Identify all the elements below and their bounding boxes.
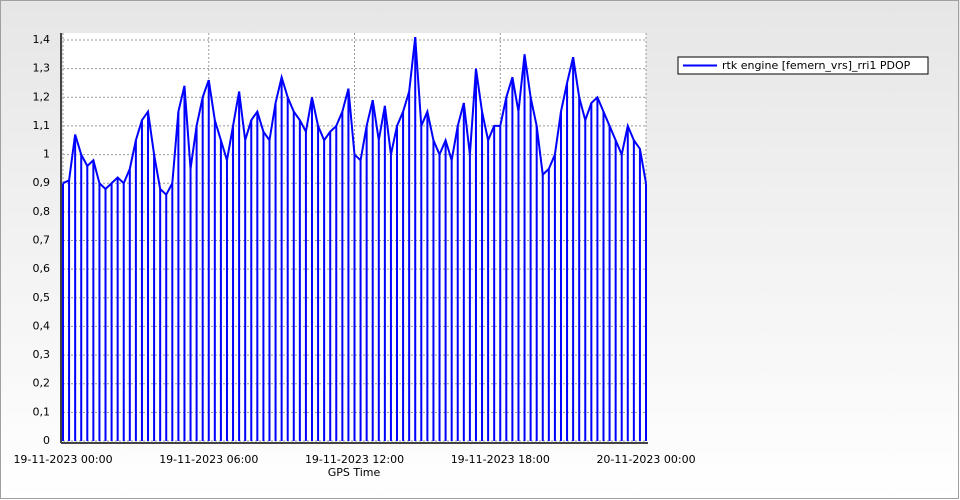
y-tick-label: 1,3 (33, 62, 51, 75)
x-tick-label: 19-11-2023 06:00 (159, 453, 258, 466)
x-tick-label: 19-11-2023 12:00 (305, 453, 404, 466)
y-tick-label: 1 (43, 148, 50, 161)
x-tick-label: 20-11-2023 00:00 (596, 453, 695, 466)
y-tick-label: 0,1 (33, 405, 51, 418)
y-tick-label: 1,4 (33, 33, 51, 46)
y-tick-label: 1,2 (33, 90, 51, 103)
y-tick-label: 0,7 (33, 234, 51, 247)
x-tick-label: 19-11-2023 00:00 (13, 453, 112, 466)
y-tick-label: 0,6 (33, 262, 51, 275)
x-tick-label: 19-11-2023 18:00 (451, 453, 550, 466)
y-tick-label: 0,5 (33, 291, 51, 304)
legend-label: rtk engine [femern_vrs]_rri1 PDOP (722, 59, 911, 72)
legend (677, 56, 929, 75)
y-tick-label: 0,4 (33, 319, 51, 332)
x-axis-label: GPS Time (328, 466, 381, 479)
plot: 0 0,1 0,2 0,3 0,4 0,5 0,6 0,7 0,8 0,9 1 1,1 1,2 1,3 1,… (13, 33, 696, 466)
y-tick-label: 0,3 (33, 348, 51, 361)
y-tick-label: 1,1 (33, 119, 51, 132)
y-tick-label: 0,8 (33, 205, 51, 218)
y-tick-label: 0,9 (33, 176, 51, 189)
series-line (62, 37, 647, 197)
y-tick-label: 0,2 (33, 377, 51, 390)
y-tick-label: 0 (43, 434, 50, 447)
